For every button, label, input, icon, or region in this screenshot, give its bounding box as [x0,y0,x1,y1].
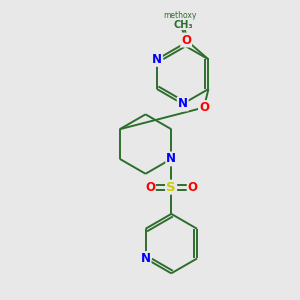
Text: N: N [152,53,162,66]
Text: O: O [188,181,198,194]
Text: methoxy: methoxy [164,11,197,20]
Text: N: N [178,98,188,110]
Text: CH₃: CH₃ [173,20,193,30]
Text: N: N [166,152,176,165]
Text: N: N [140,252,151,265]
Text: S: S [167,181,176,194]
Text: O: O [145,181,155,194]
Text: O: O [181,34,191,46]
Text: O: O [199,101,209,114]
